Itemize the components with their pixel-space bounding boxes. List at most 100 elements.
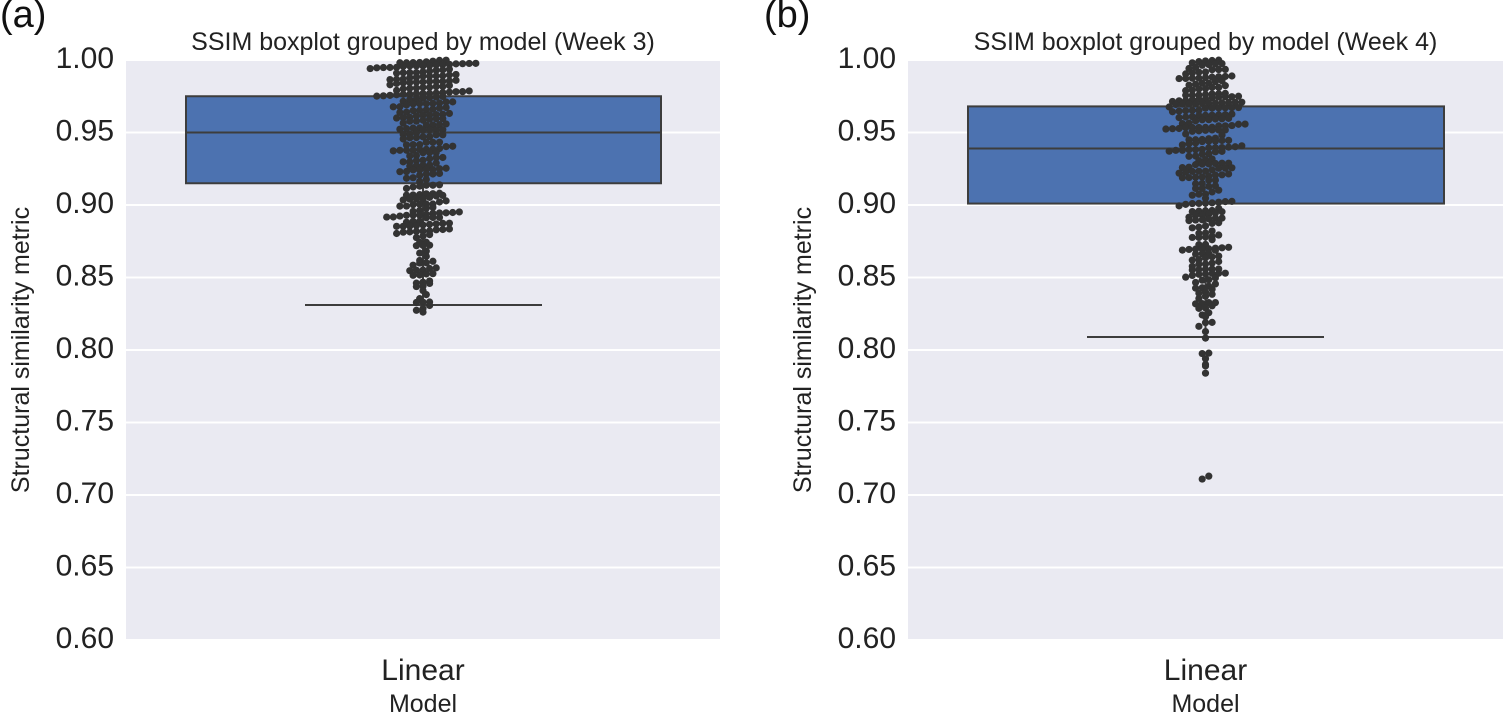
swarm-point: [432, 77, 440, 85]
swarm-point: [429, 99, 437, 107]
swarm-point: [419, 241, 427, 250]
panel-label: (a): [0, 0, 47, 36]
swarm-point: [1221, 126, 1229, 134]
swarm-point: [1198, 349, 1206, 358]
swarm-point: [432, 61, 440, 69]
swarm-point: [1208, 166, 1216, 174]
swarm-point: [1228, 104, 1236, 112]
swarm-point: [412, 84, 420, 92]
swarm-point: [1215, 83, 1223, 91]
swarm-point: [1192, 139, 1200, 147]
swarm-point: [429, 270, 437, 278]
swarm-point: [1218, 208, 1226, 216]
swarm-point: [422, 204, 430, 212]
swarm-point: [1198, 216, 1206, 224]
swarm-point: [1211, 209, 1219, 217]
swarm-point: [1201, 254, 1210, 262]
swarm-point: [1195, 289, 1203, 297]
swarm-point: [1211, 274, 1219, 282]
swarm-point: [1215, 93, 1223, 101]
swarm-point: [426, 279, 434, 288]
swarm-point: [416, 249, 424, 257]
swarm-point: [426, 241, 434, 249]
swarm-point: [1215, 65, 1223, 74]
swarm-point: [1182, 91, 1190, 99]
swarm-point: [1208, 219, 1216, 227]
swarm-point: [1172, 146, 1180, 154]
swarm-point: [1205, 137, 1213, 145]
swarm-point: [1198, 137, 1206, 146]
chart-panel-a: (a) 0.60 0.65 0.70 0.75 0.80 0.85 0.90 0.95 1.00…: [0, 0, 740, 717]
panel-label: (b): [764, 0, 811, 36]
swarm-point: [1172, 100, 1180, 109]
swarm-point: [1211, 115, 1219, 123]
swarm-point: [1231, 98, 1239, 106]
swarm-point: [442, 197, 450, 205]
swarm-point: [409, 174, 417, 182]
swarm-point: [1185, 152, 1193, 160]
y-tick-label: 0.80: [838, 332, 896, 365]
swarm-point: [432, 220, 440, 228]
swarm-point: [1195, 260, 1203, 268]
swarm-point: [1198, 61, 1206, 69]
swarm-point: [1185, 140, 1193, 148]
swarm-point: [389, 103, 397, 111]
swarm-point: [445, 65, 453, 73]
swarm-point: [412, 242, 420, 250]
swarm-point: [406, 62, 414, 70]
swarm-point: [429, 181, 437, 189]
swarm-point: [1215, 252, 1223, 260]
swarm-point: [426, 220, 434, 228]
swarm-point: [419, 149, 427, 157]
swarm-point: [426, 132, 434, 141]
swarm-point: [386, 91, 394, 99]
swarm-point: [439, 219, 447, 227]
swarm-point: [1198, 179, 1206, 187]
swarm-point: [406, 90, 414, 98]
swarm-point: [1205, 349, 1213, 357]
swarm-point: [1225, 143, 1233, 151]
y-tick-label: 0.65: [56, 549, 114, 582]
swarm-point: [1201, 313, 1210, 321]
swarm-point: [1234, 92, 1243, 100]
swarm-point: [1188, 224, 1196, 232]
swarm-point: [416, 182, 424, 190]
swarm-point: [399, 135, 407, 143]
swarm-point: [459, 60, 467, 68]
swarm-point: [1178, 246, 1186, 254]
swarm-point: [1182, 107, 1190, 115]
swarm-point: [1215, 104, 1223, 112]
swarm-point: [445, 88, 453, 96]
swarm-point: [412, 133, 420, 142]
swarm-point: [393, 91, 401, 99]
swarm-point: [1195, 199, 1203, 207]
swarm-point: [1208, 83, 1216, 91]
swarm-point: [1218, 59, 1226, 68]
swarm-point: [402, 211, 411, 219]
swarm-point: [1208, 290, 1216, 298]
swarm-point: [412, 282, 420, 291]
swarm-point: [1234, 120, 1243, 128]
swarm-point: [426, 264, 434, 273]
swarm-point: [1192, 278, 1200, 287]
swarm-point: [1218, 99, 1226, 107]
swarm-point: [429, 203, 437, 211]
swarm-point: [1215, 126, 1223, 134]
swarm-point: [1195, 304, 1203, 312]
swarm-point: [455, 208, 463, 216]
swarm-point: [419, 133, 427, 141]
swarm-point: [422, 100, 430, 108]
swarm-point: [442, 120, 450, 128]
swarm-point: [442, 164, 450, 172]
swarm-point: [422, 247, 430, 255]
swarm-point: [1215, 186, 1223, 194]
swarm-point: [412, 62, 420, 70]
swarm-point: [1192, 161, 1200, 169]
swarm-point: [426, 193, 434, 201]
swarm-point: [426, 77, 434, 86]
swarm-point: [419, 78, 427, 86]
swarm-point: [432, 115, 440, 123]
swarm-point: [1205, 144, 1213, 152]
swarm-point: [435, 198, 444, 206]
swarm-point: [406, 117, 414, 125]
